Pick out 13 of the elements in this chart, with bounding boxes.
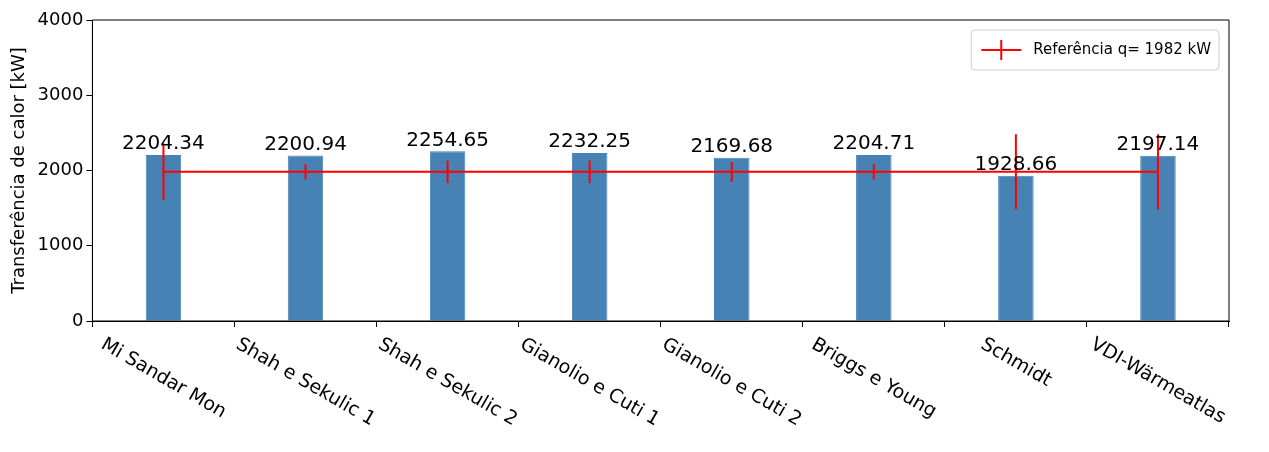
y-tick-label: 4000 bbox=[37, 7, 84, 29]
y-tick-label: 1000 bbox=[37, 233, 84, 255]
data-label: 2232.25 bbox=[548, 128, 632, 153]
data-label: 2204.71 bbox=[832, 130, 916, 155]
legend-label: Referência q= 1982 kW bbox=[1033, 39, 1212, 58]
y-tick-label: 0 bbox=[71, 308, 84, 330]
y-tick-label: 2000 bbox=[37, 158, 84, 180]
data-label: 2254.65 bbox=[406, 126, 489, 151]
y-axis-title: Transferência de calor [kW] bbox=[7, 47, 29, 295]
data-label: 2204.34 bbox=[122, 130, 205, 155]
data-label: 2169.68 bbox=[690, 132, 774, 157]
y-tick-label: 3000 bbox=[37, 82, 84, 104]
data-label: 2200.94 bbox=[264, 130, 347, 155]
